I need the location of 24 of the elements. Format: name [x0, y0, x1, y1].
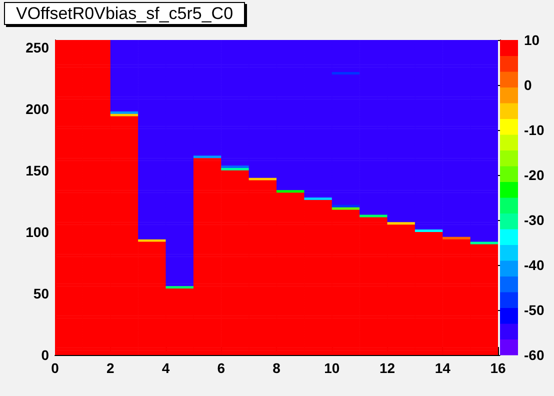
color-bar-label: -30: [524, 212, 544, 228]
color-bar-label: -10: [524, 122, 544, 138]
y-tick-label: 200: [26, 100, 50, 117]
x-tick-label: 10: [324, 360, 340, 376]
y-tick-label: 100: [26, 224, 50, 240]
x-tick-label: 0: [51, 360, 60, 376]
color-bar-label: -50: [524, 302, 544, 318]
chart-title: VOffsetR0Vbias_sf_c5r5_C0: [16, 4, 234, 23]
y-tick-label: 0: [41, 347, 50, 363]
y-tick-label: 50: [33, 285, 50, 302]
color-bar-label: 10: [524, 32, 540, 48]
y-tick-label: 150: [26, 162, 50, 178]
color-bar-label: -60: [524, 347, 544, 363]
x-tick-label: 2: [106, 360, 114, 376]
x-tick-label: 12: [379, 360, 396, 376]
x-tick-label: 14: [434, 360, 451, 376]
x-tick-label: 6: [217, 360, 226, 376]
x-tick-label: 16: [490, 360, 506, 376]
x-tick-label: 4: [162, 360, 170, 376]
x-tick-label: 8: [272, 360, 281, 376]
color-bar-label: 0: [524, 77, 532, 93]
color-bar-label: -20: [524, 167, 544, 183]
y-tick-label: 250: [26, 39, 50, 56]
color-bar-label: -40: [524, 257, 544, 273]
